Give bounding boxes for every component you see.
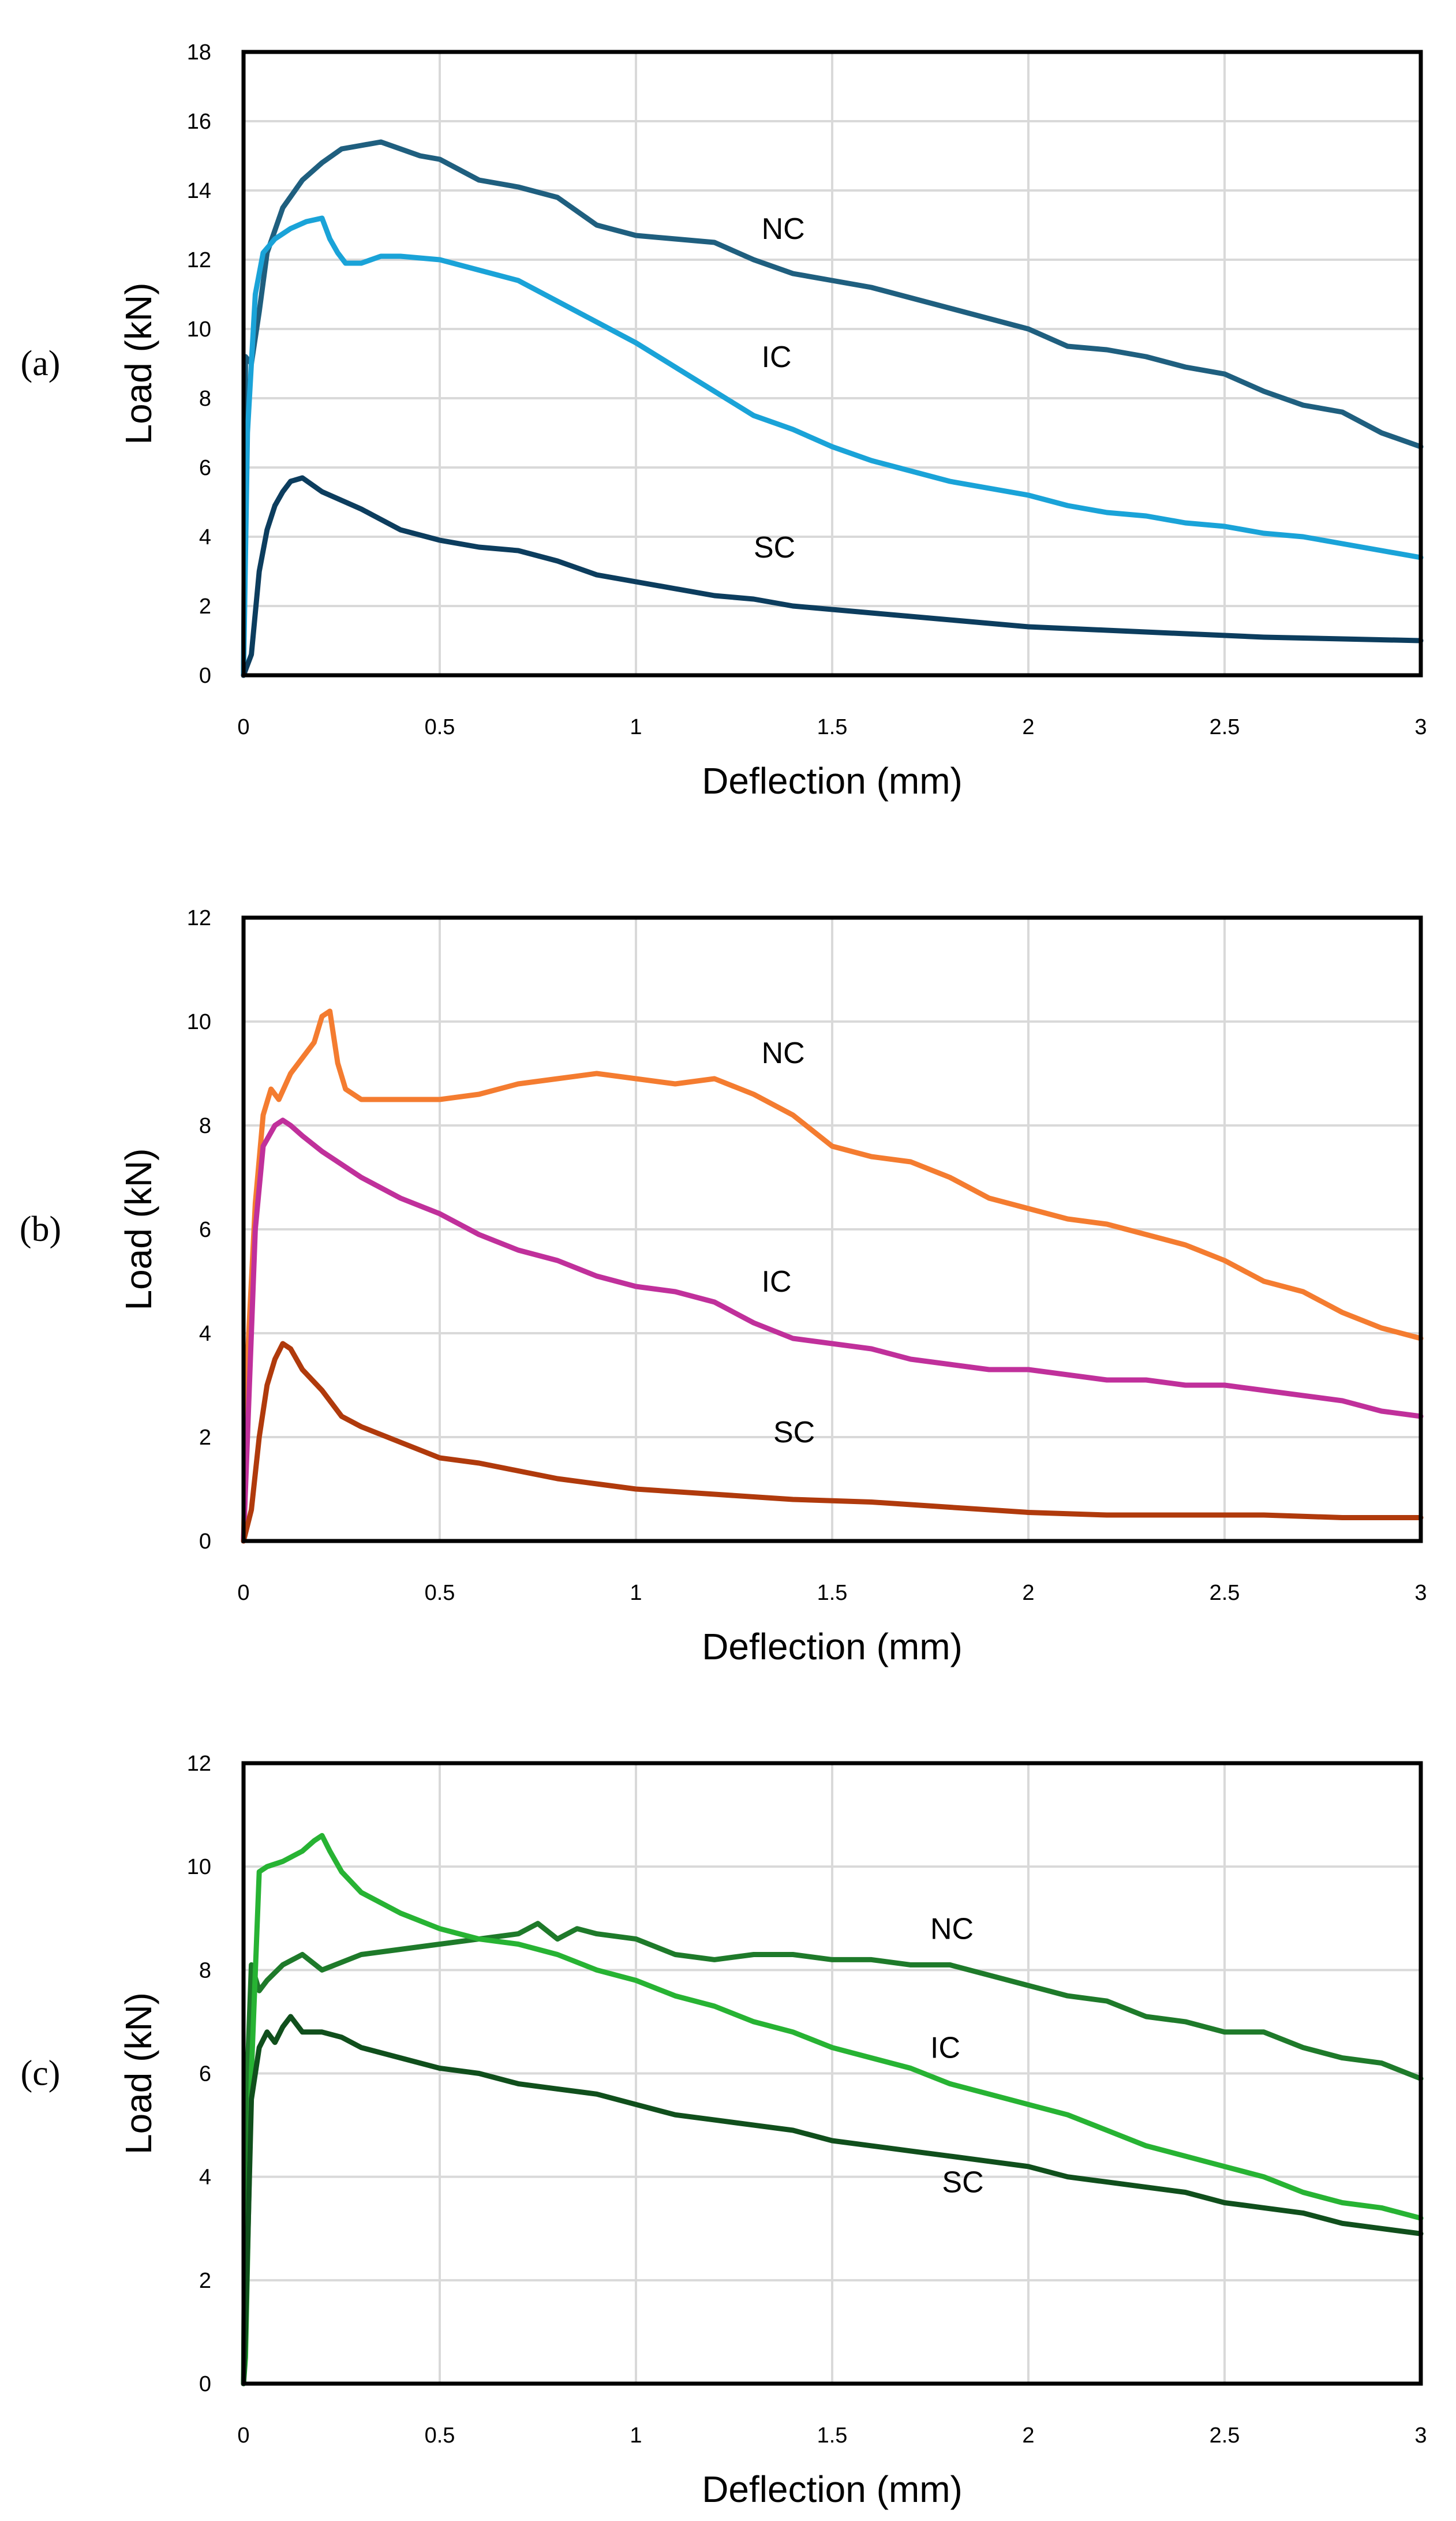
plot-frame xyxy=(241,915,1423,1543)
plot-frame xyxy=(241,50,1423,678)
x-tick-label: 2 xyxy=(1022,1581,1034,1605)
series-line-nc xyxy=(241,1921,1424,2387)
series-label-ic: IC xyxy=(930,2032,960,2065)
y-tick-label: 16 xyxy=(187,110,211,134)
x-axis-title: Deflection (mm) xyxy=(702,2468,963,2510)
y-tick-label: 8 xyxy=(199,387,211,411)
x-tick-label: 2.5 xyxy=(1210,2423,1240,2448)
y-tick-label: 10 xyxy=(187,1855,211,1879)
y-tick-label: 2 xyxy=(199,2269,211,2293)
series-line-ic xyxy=(241,1117,1424,1544)
y-tick-label: 0 xyxy=(199,664,211,688)
series-label-sc: SC xyxy=(942,2166,983,2200)
y-axis-title: Load (kN) xyxy=(118,1992,159,2155)
series-line-ic xyxy=(241,1832,1424,2387)
y-axis-title: Load (kN) xyxy=(118,1149,159,1311)
y-tick-label: 10 xyxy=(187,1010,211,1034)
panel-label: (a) xyxy=(21,344,61,383)
x-tick-label: 1 xyxy=(630,715,642,739)
y-tick-label: 18 xyxy=(187,40,211,65)
chart-panel-1: 0 0.5 1 1.5 2 2.5 3 0 2 4 6 8 10 12 14 16 18 NC IC SC Deflec… xyxy=(21,40,1427,802)
y-tick-label: 4 xyxy=(199,1322,211,1346)
x-tick-label: 2.5 xyxy=(1210,715,1240,739)
series-line-sc xyxy=(241,2014,1424,2387)
x-tick-label: 0 xyxy=(237,1581,249,1605)
x-tick-label: 0.5 xyxy=(425,2423,455,2448)
x-tick-label: 1 xyxy=(630,1581,642,1605)
x-tick-label: 0 xyxy=(237,2423,249,2448)
series-label-nc: NC xyxy=(930,1913,974,1946)
panel-label: (c) xyxy=(21,2054,61,2093)
x-tick-label: 0 xyxy=(237,715,249,739)
y-tick-label: 14 xyxy=(187,179,211,203)
x-tick-label: 3 xyxy=(1414,2423,1427,2448)
series-label-ic: IC xyxy=(762,1265,792,1299)
x-tick-label: 2.5 xyxy=(1210,1581,1240,1605)
series-label-nc: NC xyxy=(762,212,805,246)
y-tick-label: 0 xyxy=(199,1529,211,1554)
chart-panel-2: 0 0.5 1 1.5 2 2.5 3 0 2 4 6 8 10 12 NC IC SC Deflection (… xyxy=(20,906,1427,1667)
x-tick-label: 2 xyxy=(1022,715,1034,739)
y-tick-label: 10 xyxy=(187,317,211,342)
y-tick-label: 8 xyxy=(199,1114,211,1138)
series-line-ic xyxy=(241,215,1424,678)
y-tick-label: 2 xyxy=(199,1426,211,1450)
series-line-nc xyxy=(241,1008,1424,1544)
x-tick-label: 3 xyxy=(1414,1581,1427,1605)
x-tick-label: 0.5 xyxy=(425,1581,455,1605)
x-tick-label: 1.5 xyxy=(817,1581,848,1605)
y-tick-label: 12 xyxy=(187,906,211,930)
series-label-sc: SC xyxy=(773,1416,815,1449)
y-tick-label: 12 xyxy=(187,1752,211,1776)
series-label-sc: SC xyxy=(754,531,795,564)
y-axis-title: Load (kN) xyxy=(118,283,159,445)
series-label-ic: IC xyxy=(762,341,792,374)
y-tick-label: 4 xyxy=(199,2165,211,2190)
y-tick-label: 0 xyxy=(199,2372,211,2396)
y-tick-label: 6 xyxy=(199,1218,211,1242)
y-tick-label: 4 xyxy=(199,525,211,549)
chart-panel-3: 0 0.5 1 1.5 2 2.5 3 0 2 4 6 8 10 12 NC IC SC Deflection (… xyxy=(21,1752,1427,2510)
x-tick-label: 0.5 xyxy=(425,715,455,739)
series-line-sc xyxy=(241,1341,1424,1544)
x-tick-label: 1.5 xyxy=(817,2423,848,2448)
y-tick-label: 8 xyxy=(199,1958,211,1983)
x-tick-label: 1.5 xyxy=(817,715,848,739)
series-label-nc: NC xyxy=(762,1037,805,1070)
series-line-sc xyxy=(241,475,1424,678)
x-axis-title: Deflection (mm) xyxy=(702,1626,963,1667)
y-tick-label: 6 xyxy=(199,456,211,480)
x-axis-title: Deflection (mm) xyxy=(702,760,963,802)
x-tick-label: 2 xyxy=(1022,2423,1034,2448)
x-tick-label: 1 xyxy=(630,2423,642,2448)
y-tick-label: 6 xyxy=(199,2062,211,2086)
y-tick-label: 2 xyxy=(199,594,211,619)
panel-label: (b) xyxy=(20,1210,61,1249)
series-line-nc xyxy=(241,139,1424,678)
plot-frame xyxy=(241,1761,1423,2386)
y-tick-label: 12 xyxy=(187,248,211,272)
x-tick-label: 3 xyxy=(1414,715,1427,739)
